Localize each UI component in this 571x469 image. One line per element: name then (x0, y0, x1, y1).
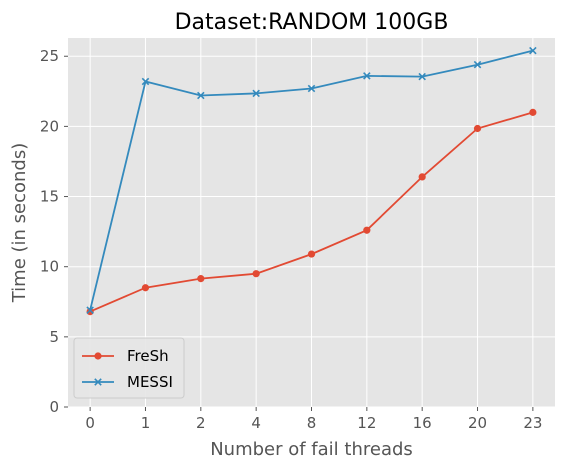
x-tick-label: 2 (196, 414, 206, 432)
data-point-messi (86, 306, 94, 314)
y-tick-label: 10 (40, 258, 59, 276)
legend-box (73, 337, 185, 399)
y-tick-label: 5 (49, 328, 59, 346)
legend-label-messi: MESSI (127, 373, 173, 391)
data-point-fresh (141, 284, 150, 292)
x-tick-label: 0 (85, 414, 95, 432)
x-tick-label: 20 (468, 414, 487, 432)
x-tick-label: 23 (523, 414, 542, 432)
legend: FreSh MESSI (73, 337, 185, 399)
series-layer (86, 46, 537, 316)
data-point-messi (418, 72, 426, 81)
legend-item-fresh: FreSh (82, 347, 169, 365)
chart-title: Dataset:RANDOM 100GB (175, 10, 449, 35)
y-tick-label: 20 (40, 117, 59, 135)
data-point-fresh (473, 124, 482, 133)
series-messi (86, 46, 537, 314)
x-tick-label: 12 (357, 414, 376, 432)
y-tick-label: 0 (49, 398, 59, 416)
series-fresh (86, 108, 537, 316)
data-point-fresh (307, 250, 316, 258)
data-point-fresh (252, 270, 260, 278)
x-tick-label: 16 (413, 414, 432, 432)
data-point-messi (141, 77, 150, 86)
data-point-messi (307, 84, 316, 93)
x-tick-label: 1 (141, 414, 151, 432)
data-point-fresh (529, 108, 537, 116)
y-tick-label: 25 (40, 47, 59, 65)
legend-item-messi: MESSI (82, 373, 173, 391)
data-point-messi (363, 72, 371, 80)
legend-marker-x (94, 378, 102, 386)
data-point-fresh (197, 275, 205, 283)
legend-marker-circle (94, 352, 102, 360)
y-axis-ticks: 0 5 10 15 20 25 (40, 47, 68, 416)
data-point-messi (252, 89, 260, 98)
data-point-fresh (363, 226, 371, 234)
y-tick-label: 15 (40, 188, 59, 206)
data-point-messi (197, 91, 205, 100)
data-point-fresh (86, 307, 94, 316)
y-axis-label: Time (in seconds) (9, 143, 30, 304)
data-point-messi (473, 60, 482, 69)
x-axis-label: Number of fail threads (210, 439, 413, 460)
x-tick-label: 8 (307, 414, 317, 432)
x-tick-label: 4 (251, 414, 261, 432)
x-axis-ticks: 0 1 2 4 8 12 16 20 23 (85, 407, 542, 432)
data-point-fresh (418, 173, 426, 181)
legend-label-fresh: FreSh (127, 347, 169, 365)
data-point-messi (529, 46, 537, 55)
